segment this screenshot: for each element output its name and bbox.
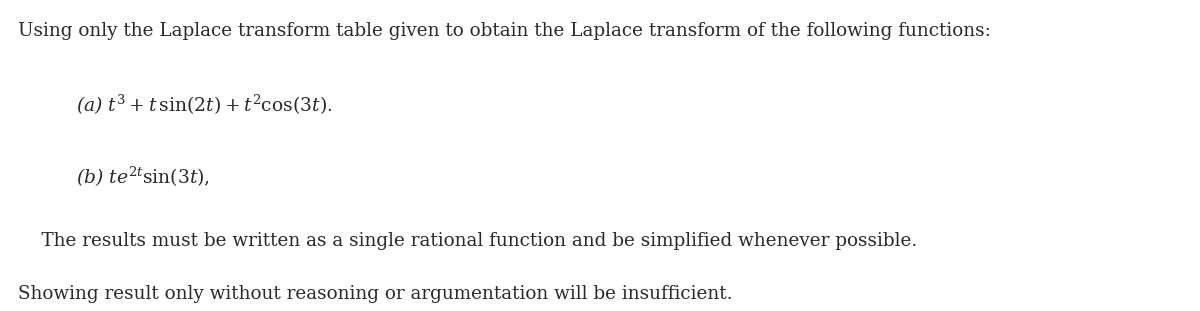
Text: Showing result only without reasoning or argumentation will be insufficient.: Showing result only without reasoning or… xyxy=(18,285,732,303)
Text: The results must be written as a single rational function and be simplified when: The results must be written as a single … xyxy=(18,232,917,250)
Text: Using only the Laplace transform table given to obtain the Laplace transform of : Using only the Laplace transform table g… xyxy=(18,22,991,40)
Text: (a) $t^3 + t\,\sin(2t) + t^2\cos(3t).$: (a) $t^3 + t\,\sin(2t) + t^2\cos(3t).$ xyxy=(76,93,332,117)
Text: (b) $te^{2t}\sin(3t),$: (b) $te^{2t}\sin(3t),$ xyxy=(76,165,210,189)
